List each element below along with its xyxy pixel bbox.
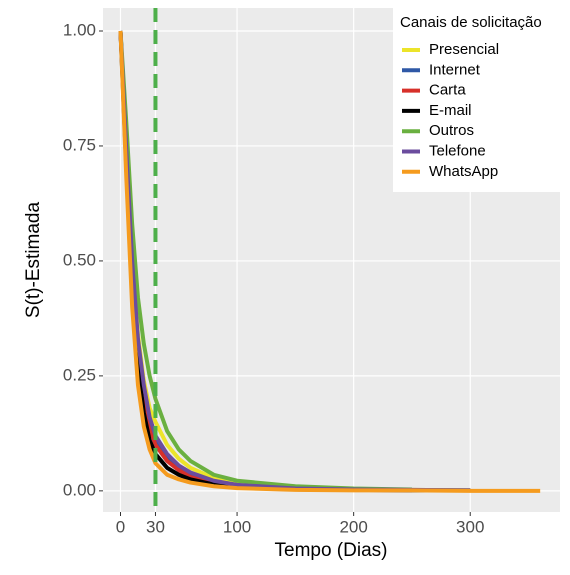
- y-tick-label: 0.00: [63, 480, 96, 499]
- x-tick-label: 200: [339, 517, 367, 536]
- legend-label: Telefone: [429, 142, 486, 159]
- legend-label: Carta: [429, 82, 466, 99]
- y-tick-label: 0.50: [63, 250, 96, 269]
- x-axis-title: Tempo (Dias): [275, 540, 388, 561]
- legend-label: Internet: [429, 61, 481, 78]
- legend-label: Outros: [429, 122, 474, 139]
- legend-label: Presencial: [429, 41, 499, 58]
- y-tick-label: 1.00: [63, 20, 96, 39]
- legend-box: [393, 8, 560, 192]
- x-tick-label: 30: [146, 517, 165, 536]
- x-tick-label: 300: [456, 517, 484, 536]
- legend-label: E-mail: [429, 102, 472, 119]
- legend-label: WhatsApp: [429, 163, 498, 180]
- series-line: [118, 30, 412, 492]
- y-tick-label: 0.75: [63, 135, 96, 154]
- legend-title: Canais de solicitação: [400, 14, 542, 31]
- x-tick-label: 0: [116, 517, 125, 536]
- y-axis-title: S(t)-Estimada: [23, 202, 44, 319]
- y-tick-label: 0.25: [63, 365, 96, 384]
- series-line: [118, 30, 541, 493]
- x-tick-label: 100: [223, 517, 251, 536]
